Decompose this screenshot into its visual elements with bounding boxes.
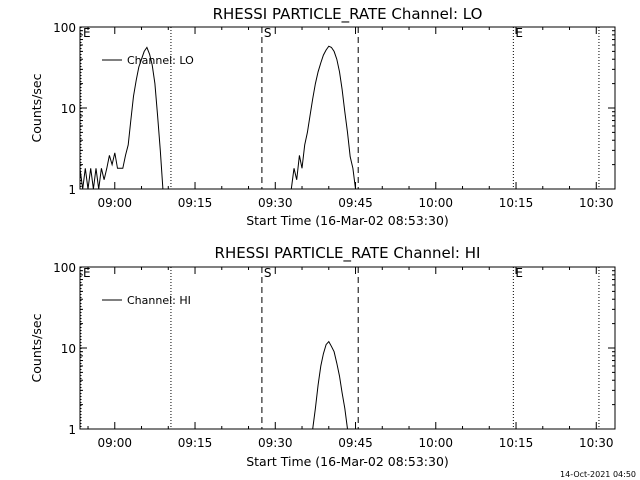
legend-label: Channel: LO [127,54,194,67]
y-axis-label: Counts/sec [29,313,44,382]
chart-title: RHESSI PARTICLE_RATE Channel: HI [215,244,481,263]
series-line [79,46,164,190]
y-tick-label: 10 [61,342,76,356]
x-tick-label: 10:15 [499,196,534,210]
y-tick-label: 100 [53,21,76,35]
event-marker-label: E [83,26,91,40]
x-tick-label: 09:15 [178,436,213,450]
x-tick-label: 10:30 [579,436,614,450]
x-tick-label: 10:15 [499,436,534,450]
x-tick-label: 09:30 [258,436,293,450]
x-tick-label: 09:45 [338,436,373,450]
plot-frame [79,26,616,190]
series-line [290,45,356,190]
event-marker-label: S [264,266,272,280]
x-tick-label: 10:00 [418,196,453,210]
chart-title: RHESSI PARTICLE_RATE Channel: LO [213,5,483,24]
x-tick-label: 09:45 [338,196,373,210]
event-marker-label: E [515,26,523,40]
y-axis-label: Counts/sec [29,73,44,142]
y-tick-label: 100 [53,261,76,275]
y-tick-label: 10 [61,102,76,116]
series-line [312,340,348,430]
x-tick-label: 09:30 [258,196,293,210]
y-tick-label: 1 [68,423,76,437]
x-tick-label: 10:30 [579,196,614,210]
x-tick-label: 09:00 [97,436,132,450]
legend-label: Channel: HI [127,294,191,307]
footer-timestamp: 14-Oct-2021 04:50 [560,470,636,479]
event-marker-label: E [515,266,523,280]
event-marker-label: S [264,26,272,40]
event-marker-label: E [83,266,91,280]
x-tick-label: 09:15 [178,196,213,210]
plot-frame [79,266,616,430]
x-axis-label: Start Time (16-Mar-02 08:53:30) [246,454,449,469]
x-tick-label: 09:00 [97,196,132,210]
y-tick-label: 1 [68,183,76,197]
x-axis-label: Start Time (16-Mar-02 08:53:30) [246,213,449,228]
x-tick-label: 10:00 [418,436,453,450]
